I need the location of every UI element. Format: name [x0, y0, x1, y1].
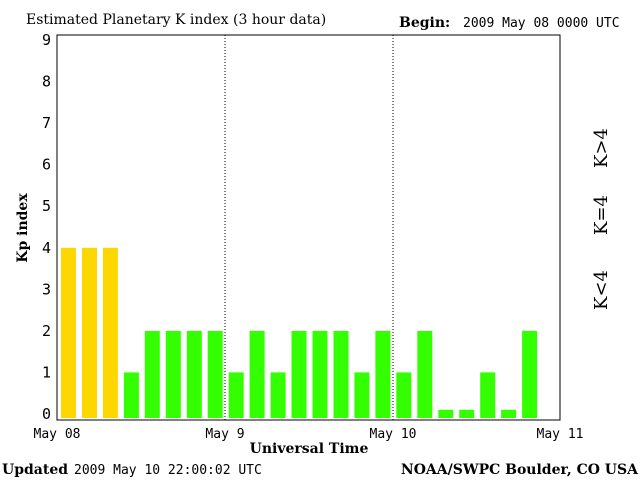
legend-k-lt4: K<4	[591, 270, 612, 310]
y-tick-label: 4	[42, 239, 51, 257]
kp-bar	[82, 247, 97, 418]
legend-k-gt4: K>4	[591, 128, 612, 168]
y-tick-label: 0	[42, 405, 51, 423]
kp-bar	[480, 372, 496, 418]
kp-bar	[270, 372, 286, 418]
y-tick-label: 7	[42, 114, 51, 132]
updated-label: Updated	[2, 462, 68, 478]
y-tick-label: 9	[42, 31, 51, 49]
x-axis-label: Universal Time	[250, 441, 369, 457]
kp-bar	[249, 330, 265, 418]
x-tick-label: May 11	[537, 427, 584, 442]
x-tick-label: May 08	[34, 427, 81, 442]
kp-bar	[459, 409, 475, 418]
kp-bar	[165, 330, 181, 418]
updated-value: 2009 May 10 22:00:02 UTC	[74, 463, 262, 478]
kp-bar	[312, 330, 328, 418]
y-tick-label: 3	[42, 280, 51, 298]
kp-bar	[333, 330, 349, 418]
kp-bar	[417, 330, 433, 418]
y-tick-label: 6	[42, 156, 51, 174]
y-tick-label: 5	[42, 197, 51, 215]
y-tick-label: 2	[42, 322, 51, 340]
kp-bar	[438, 409, 454, 418]
kp-bar	[144, 330, 160, 418]
kp-bar	[102, 247, 118, 418]
kp-bar	[228, 372, 244, 418]
kp-bar	[522, 330, 538, 418]
kp-bar	[186, 330, 202, 418]
y-tick-label: 8	[42, 73, 51, 91]
kp-bars	[61, 247, 538, 418]
y-tick-label: 1	[42, 363, 51, 381]
begin-value: 2009 May 08 0000 UTC	[463, 16, 620, 31]
x-tick-label: May 10	[370, 427, 417, 442]
begin-label: Begin:	[399, 15, 450, 31]
legend-k-eq4: K=4	[591, 195, 612, 235]
kp-bar	[123, 372, 139, 418]
x-tick-labels: May 08 May 9 May 10 May 11	[34, 427, 584, 442]
chart-title: Estimated Planetary K index (3 hour data…	[26, 12, 326, 28]
kp-bar	[396, 372, 412, 418]
kp-bar	[354, 372, 370, 418]
kp-bar	[375, 330, 391, 418]
footer-source: NOAA/SWPC Boulder, CO USA	[401, 462, 639, 478]
kp-bar	[501, 409, 517, 418]
plot-frame	[56, 34, 561, 421]
y-tick-labels: 0 1 2 3 4 5 6 7 8 9	[42, 31, 51, 423]
x-tick-label: May 9	[205, 427, 244, 442]
kp-bar	[207, 330, 223, 418]
kp-bar	[61, 247, 76, 418]
kp-bar	[291, 330, 307, 418]
y-axis-label: Kp index	[15, 193, 31, 263]
